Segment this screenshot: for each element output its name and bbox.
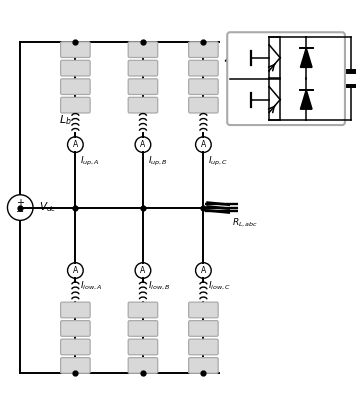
- FancyBboxPatch shape: [128, 60, 158, 76]
- FancyBboxPatch shape: [61, 302, 90, 318]
- Text: $I_{low,C}$: $I_{low,C}$: [208, 280, 231, 293]
- Polygon shape: [301, 48, 312, 67]
- FancyBboxPatch shape: [61, 42, 90, 58]
- Text: +: +: [16, 198, 24, 208]
- FancyBboxPatch shape: [188, 60, 218, 76]
- FancyBboxPatch shape: [188, 302, 218, 318]
- Text: A: A: [201, 266, 206, 275]
- FancyBboxPatch shape: [61, 60, 90, 76]
- Text: $I_{low,A}$: $I_{low,A}$: [80, 280, 103, 293]
- FancyBboxPatch shape: [128, 98, 158, 113]
- FancyBboxPatch shape: [188, 42, 218, 58]
- FancyBboxPatch shape: [61, 79, 90, 95]
- FancyBboxPatch shape: [61, 358, 90, 373]
- FancyBboxPatch shape: [128, 79, 158, 95]
- Text: $I_{up,A}$: $I_{up,A}$: [80, 155, 100, 168]
- FancyBboxPatch shape: [188, 321, 218, 336]
- FancyBboxPatch shape: [61, 339, 90, 355]
- Text: $R_{L,abc}$: $R_{L,abc}$: [232, 216, 258, 228]
- FancyBboxPatch shape: [128, 339, 158, 355]
- Text: A: A: [140, 140, 146, 149]
- Text: −: −: [16, 207, 24, 217]
- FancyBboxPatch shape: [188, 358, 218, 373]
- Text: A: A: [73, 266, 78, 275]
- Text: A: A: [73, 140, 78, 149]
- Text: $I_{up,C}$: $I_{up,C}$: [208, 155, 229, 168]
- FancyBboxPatch shape: [188, 98, 218, 113]
- FancyBboxPatch shape: [188, 79, 218, 95]
- Text: $I_{up,B}$: $I_{up,B}$: [148, 155, 168, 168]
- Polygon shape: [301, 90, 312, 109]
- FancyBboxPatch shape: [61, 98, 90, 113]
- FancyBboxPatch shape: [128, 42, 158, 58]
- FancyBboxPatch shape: [227, 32, 345, 125]
- FancyBboxPatch shape: [128, 302, 158, 318]
- FancyBboxPatch shape: [188, 339, 218, 355]
- Text: $V_{dc}$: $V_{dc}$: [40, 201, 57, 215]
- Text: $L_b$: $L_b$: [59, 113, 72, 126]
- Text: A: A: [140, 266, 146, 275]
- Text: $I_{low,B}$: $I_{low,B}$: [148, 280, 171, 293]
- FancyBboxPatch shape: [61, 321, 90, 336]
- FancyBboxPatch shape: [128, 321, 158, 336]
- Text: A: A: [201, 140, 206, 149]
- FancyBboxPatch shape: [128, 358, 158, 373]
